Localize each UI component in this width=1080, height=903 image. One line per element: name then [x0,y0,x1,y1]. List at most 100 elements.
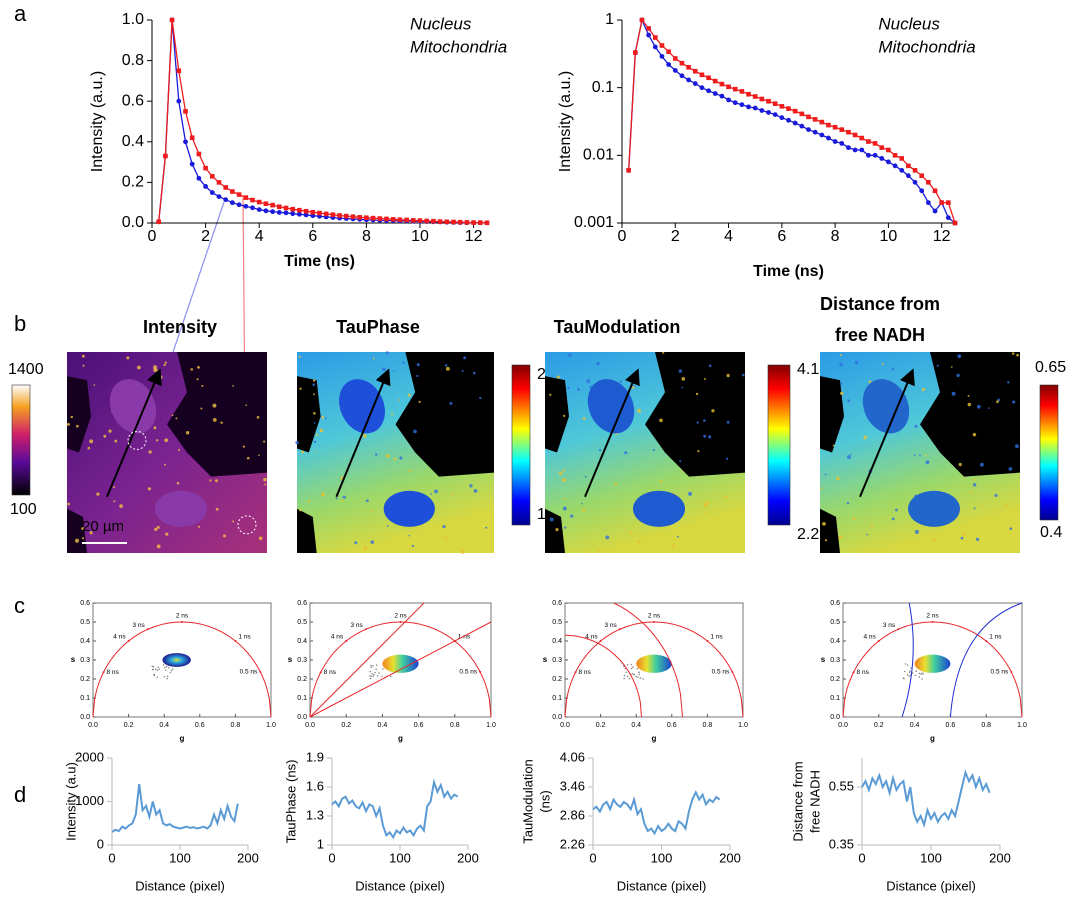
nucleus [339,379,385,434]
texture-dot [696,421,699,424]
x-tick-label: 100 [920,850,942,865]
data-point [659,53,665,59]
texture-dot [212,403,217,408]
texture-dot [215,507,219,511]
y-tick-label: 0.8 [122,52,144,69]
phasor-dot [371,673,373,675]
data-point [283,210,289,216]
y-tick-label: 0.5 [552,619,562,626]
texture-dot [914,453,916,456]
phasor-dot [151,665,153,668]
texture-dot [891,367,895,371]
texture-dot [223,534,226,538]
data-point [370,215,376,221]
data-point [437,219,443,224]
texture-dot [563,497,566,501]
background-region [167,352,267,477]
texture-dot [724,495,728,499]
data-point [666,62,672,67]
phasor-dot [630,663,633,666]
texture-dot [555,528,559,532]
colorbar-max-label: 0.65 [1035,359,1066,376]
data-point [766,98,771,104]
phasor-dot [166,675,169,678]
panel-label: d [14,782,26,807]
texture-dot [1008,467,1013,471]
data-point [377,216,383,221]
data-point [686,77,691,83]
phasor-dot [370,666,373,669]
texture-dot [366,499,369,503]
texture-dot [263,440,266,443]
x-tick-label: 0 [148,228,157,245]
texture-dot [1016,353,1019,357]
data-point [256,199,262,205]
legend-entry: Mitochondria [410,37,507,56]
texture-dot [113,500,116,503]
texture-dot [164,438,168,443]
background-region [297,376,321,453]
data-point [712,91,718,96]
phasor-dot [902,677,905,679]
texture-dot [598,549,602,553]
texture-dot [972,432,977,437]
data-point [699,85,705,91]
texture-dot [392,369,395,372]
x-axis-label: g [930,734,935,743]
data-point [263,208,269,214]
texture-dot [581,502,583,505]
texture-dot [197,525,201,528]
x-tick-label: 0.6 [946,722,956,729]
texture-dot [232,385,234,387]
x-tick-label: 0.2 [596,722,606,729]
texture-dot [852,516,856,521]
texture-dot [321,492,325,497]
legend-entry: Nucleus [410,14,472,33]
y-axis-label: Intensity (a.u.) [89,71,106,172]
texture-dot [200,407,203,410]
texture-dot [958,462,962,467]
data-point [752,94,758,99]
texture-dot [407,393,411,397]
lifetime-label: 3 ns [350,622,363,629]
x-tick-label: 6 [777,228,786,245]
texture-dot [313,421,316,424]
y-tick-label: 0.2 [122,174,144,191]
texture-dot [662,351,665,354]
data-point [859,147,865,153]
texture-dot [567,386,570,390]
lifetime-marker [931,621,934,623]
texture-dot [93,384,96,386]
phasor-dot [903,670,906,673]
texture-dot [258,536,263,541]
y-tick-label: 0.2 [830,676,840,683]
y-tick-label: 0.2 [80,676,90,683]
colorbar-min-label: 100 [10,501,37,518]
texture-dot [185,431,190,435]
data-point [230,189,235,194]
texture-dot [393,457,397,461]
colorbar [511,364,531,526]
x-tick-label: 0 [618,228,627,245]
phasor-dot [627,664,629,666]
lifetime-label: 0.5 ns [240,669,258,676]
profile-arrow [106,368,162,498]
data-point [236,192,242,197]
lifetime-marker [345,640,348,642]
lifetime-label: 4 ns [585,634,598,641]
texture-dot [697,450,700,453]
data-point [886,159,891,165]
data-point [912,168,918,173]
texture-dot [301,450,305,454]
phasor-dot [908,675,910,677]
nucleus [155,490,207,527]
roi-circle [127,430,147,450]
texture-dot [164,361,167,364]
phasor-dot [921,678,923,680]
phasor-dot [155,668,157,670]
colorbar [11,384,31,496]
texture-dot [956,373,960,378]
phasor-dot [625,671,627,673]
x-tick-label: 0.0 [838,722,848,729]
phasor-dot [169,671,172,674]
